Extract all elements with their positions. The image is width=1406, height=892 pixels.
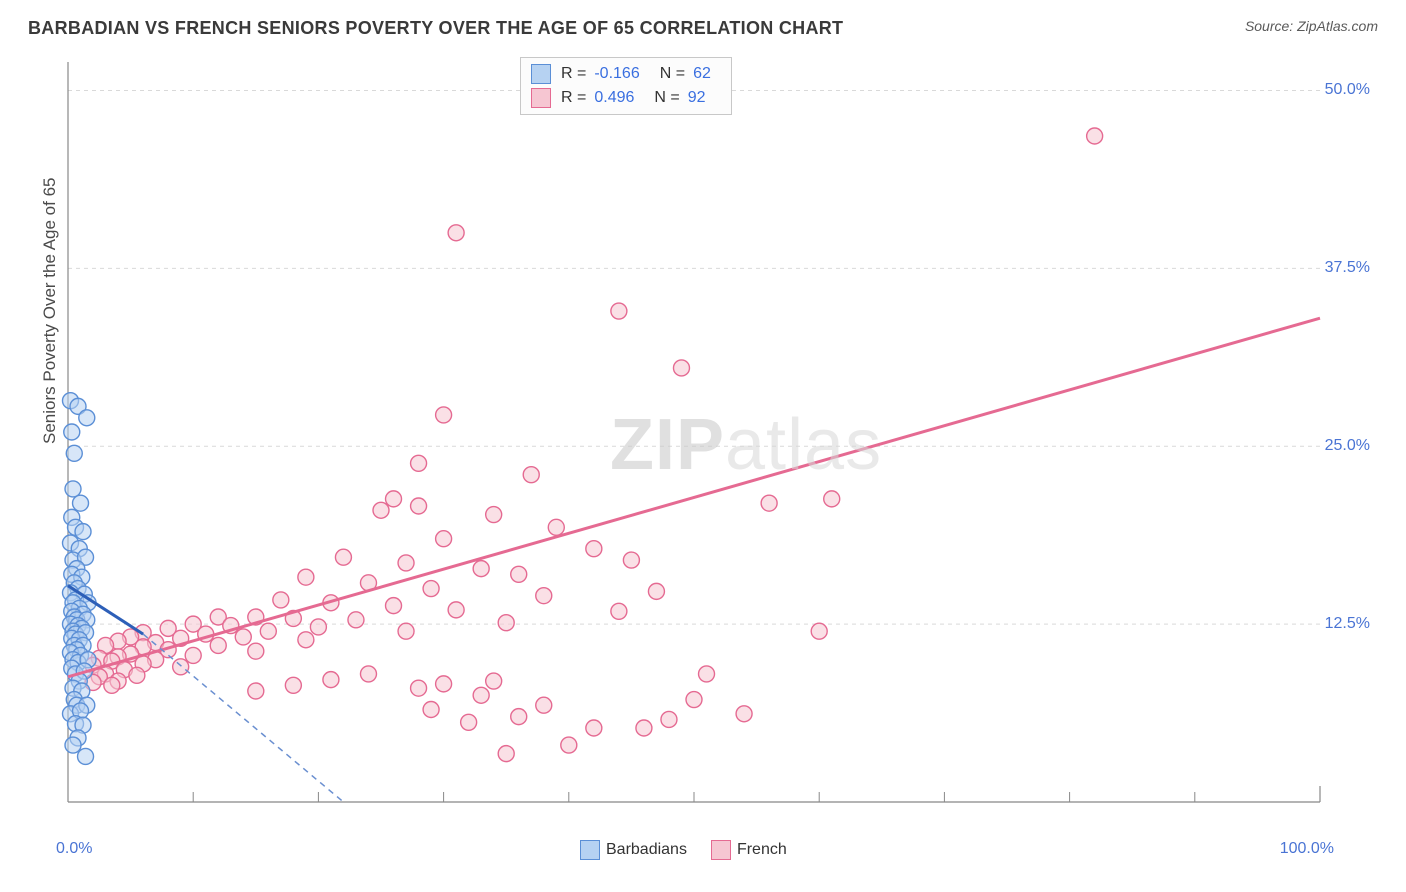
chart-title: BARBADIAN VS FRENCH SENIORS POVERTY OVER… [28, 18, 843, 39]
source-attribution: Source: ZipAtlas.com [1245, 18, 1378, 34]
series-label-french: French [737, 841, 787, 859]
scatter-plot-svg [50, 54, 1380, 826]
chart-area: Seniors Poverty Over the Age of 65 ZIPat… [50, 54, 1380, 834]
r-value-french: 0.496 [594, 86, 634, 110]
source-value: ZipAtlas.com [1297, 18, 1378, 34]
correlation-legend: R = -0.166 N = 62 R = 0.496 N = 92 [520, 57, 732, 115]
x-tick-left: 0.0% [56, 840, 92, 858]
n-value-barbadians: 62 [693, 62, 711, 86]
swatch-french [531, 88, 551, 108]
series-label-barbadians: Barbadians [606, 841, 687, 859]
swatch-barbadians [531, 64, 551, 84]
legend-row-barbadians: R = -0.166 N = 62 [531, 62, 721, 86]
y-tick-label: 25.0% [1325, 437, 1370, 455]
legend-row-french: R = 0.496 N = 92 [531, 86, 721, 110]
source-label: Source: [1245, 18, 1293, 34]
y-tick-label: 37.5% [1325, 259, 1370, 277]
y-tick-label: 50.0% [1325, 81, 1370, 99]
swatch-french-bottom [711, 840, 731, 860]
n-label: N = [660, 62, 685, 86]
legend-item-french: French [711, 840, 787, 860]
n-value-french: 92 [688, 86, 706, 110]
x-tick-right: 100.0% [1280, 840, 1334, 858]
swatch-barbadians-bottom [580, 840, 600, 860]
r-value-barbadians: -0.166 [594, 62, 639, 86]
r-label: R = [561, 86, 586, 110]
series-legend: Barbadians French [580, 840, 787, 860]
n-label: N = [654, 86, 679, 110]
legend-item-barbadians: Barbadians [580, 840, 687, 860]
r-label: R = [561, 62, 586, 86]
y-tick-label: 12.5% [1325, 615, 1370, 633]
